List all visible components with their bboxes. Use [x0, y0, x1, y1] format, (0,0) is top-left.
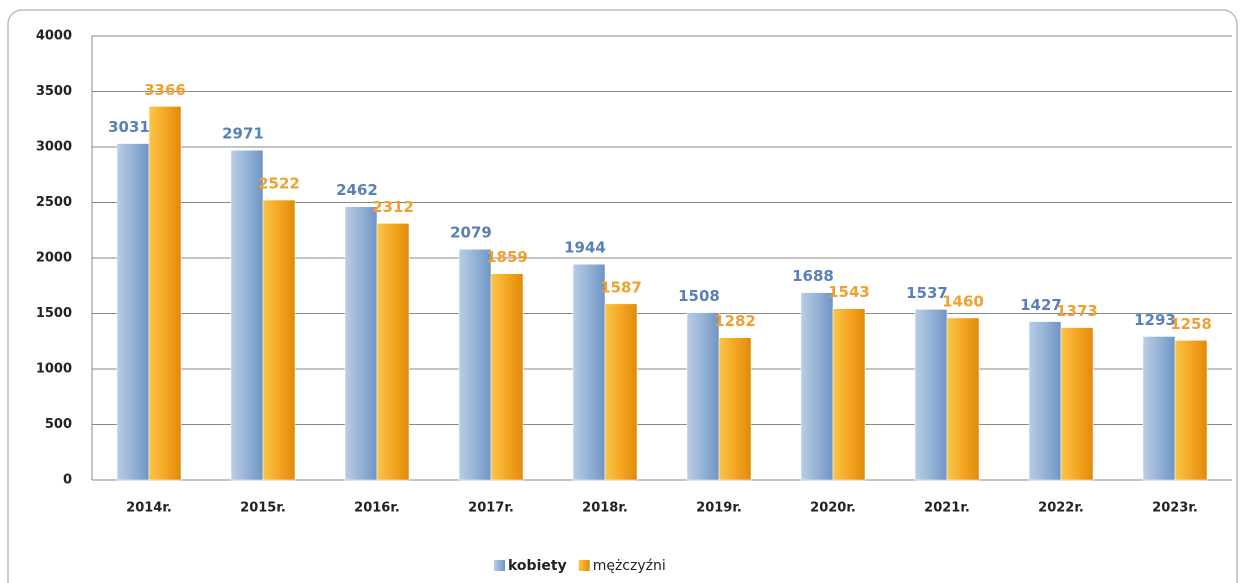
bar: [148, 106, 182, 481]
data-label: 2971: [222, 125, 264, 143]
legend-swatch: [578, 560, 590, 571]
y-tick-label: 3500: [36, 84, 72, 99]
legend-label: mężczyźni: [593, 558, 666, 574]
bar: [458, 248, 492, 481]
bar: [1142, 336, 1176, 481]
x-tick-label: 2017r.: [468, 501, 514, 516]
data-label: 1944: [564, 239, 606, 257]
y-tick-label: 3000: [36, 140, 72, 155]
data-label: 3031: [108, 118, 150, 136]
x-tick-label: 2020r.: [810, 501, 856, 516]
data-label: 1537: [906, 284, 948, 302]
x-tick-label: 2019r.: [696, 501, 742, 516]
bar: [800, 292, 834, 481]
bar: [1060, 327, 1094, 481]
y-tick-label: 1000: [36, 362, 72, 377]
bar: [490, 273, 524, 481]
x-tick-label: 2021r.: [924, 501, 970, 516]
data-label: 2462: [336, 181, 378, 199]
data-label: 1293: [1134, 311, 1176, 329]
y-tick-label: 2000: [36, 251, 72, 266]
bar: [262, 199, 296, 481]
data-label: 1508: [678, 287, 720, 305]
bar: [376, 223, 410, 481]
bar: [344, 206, 378, 481]
data-label: 3366: [144, 81, 186, 99]
x-tick-label: 2014r.: [126, 501, 172, 516]
bar: [604, 303, 638, 481]
data-label: 1859: [486, 248, 528, 266]
x-tick-label: 2018r.: [582, 501, 628, 516]
x-tick-label: 2022r.: [1038, 501, 1084, 516]
bar: [230, 149, 264, 481]
chart-border: [7, 9, 1238, 583]
bar: [116, 143, 150, 481]
data-label: 1373: [1056, 302, 1098, 320]
bar: [1028, 321, 1062, 481]
bar: [832, 308, 866, 481]
data-label: 2312: [372, 198, 414, 216]
y-tick-label: 0: [63, 473, 72, 488]
data-label: 1258: [1170, 315, 1212, 333]
bar: [718, 337, 752, 481]
x-tick-label: 2016r.: [354, 501, 400, 516]
x-tick-label: 2023r.: [1152, 501, 1198, 516]
y-tick-label: 1500: [36, 306, 72, 321]
bar: [946, 317, 980, 481]
y-tick-label: 4000: [36, 29, 72, 44]
legend-swatch: [494, 560, 505, 571]
data-label: 1587: [600, 278, 642, 296]
data-label: 1460: [942, 292, 984, 310]
data-label: 1282: [714, 312, 756, 330]
data-label: 1688: [792, 267, 834, 285]
bar: [1174, 340, 1208, 481]
data-label: 1543: [828, 283, 870, 301]
bar: [572, 263, 606, 481]
bar: [686, 312, 720, 481]
bar: [914, 309, 948, 481]
x-tick-label: 2015r.: [240, 501, 286, 516]
y-tick-label: 2500: [36, 195, 72, 210]
data-label: 2079: [450, 224, 492, 242]
data-label: 2522: [258, 175, 300, 193]
legend-label: kobiety: [508, 558, 567, 574]
data-label: 1427: [1020, 296, 1062, 314]
y-tick-label: 500: [45, 417, 72, 432]
